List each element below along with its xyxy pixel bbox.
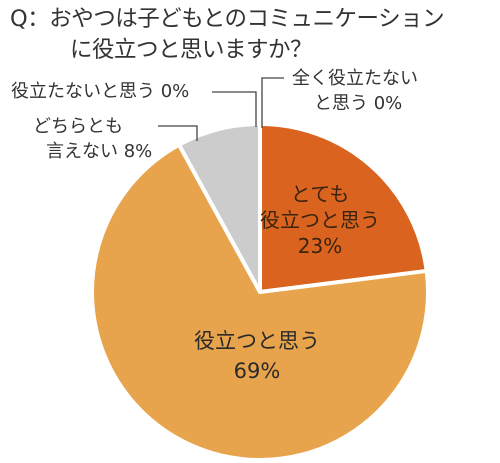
label-mattaku: 全く役立たない と思う 0% (292, 66, 418, 116)
pie-slice-1 (90, 142, 431, 462)
label-dochira: どちらとも 言えない 8% (33, 114, 152, 164)
label-yakudatsu-line1: 役立つと思う (194, 329, 320, 353)
leader-yakudatanai (212, 91, 257, 127)
title-line-1: Q：おやつは子どもとのコミュニケーション (10, 6, 445, 32)
leader-mattaku (261, 77, 284, 128)
label-dochira-line1: どちらとも (33, 116, 123, 137)
pie-slice-2 (177, 122, 262, 294)
label-dochira-line2: 言えない 8% (46, 141, 153, 162)
label-yakudatsu: 役立つと思う 69% (172, 326, 342, 386)
label-totemo: とても 役立つと思う 23% (255, 181, 385, 259)
label-yakudatsu-pct: 69% (233, 359, 281, 383)
label-yakudatanai: 役立たないと思う 0% (11, 81, 190, 102)
chart-title: Q：おやつは子どもとのコミュニケーション に役立つと思いますか？ (10, 4, 498, 66)
label-totemo-line2: 役立つと思う (260, 208, 380, 232)
leader-dochira (158, 125, 198, 141)
pie-slice-0 (258, 122, 429, 294)
label-mattaku-line1: 全く役立たない (292, 68, 418, 89)
label-totemo-line1: とても (290, 182, 350, 206)
title-line-2: に役立つと思いますか？ (70, 37, 313, 63)
label-mattaku-line2: と思う 0% (314, 93, 403, 114)
label-totemo-pct: 23% (297, 234, 343, 258)
